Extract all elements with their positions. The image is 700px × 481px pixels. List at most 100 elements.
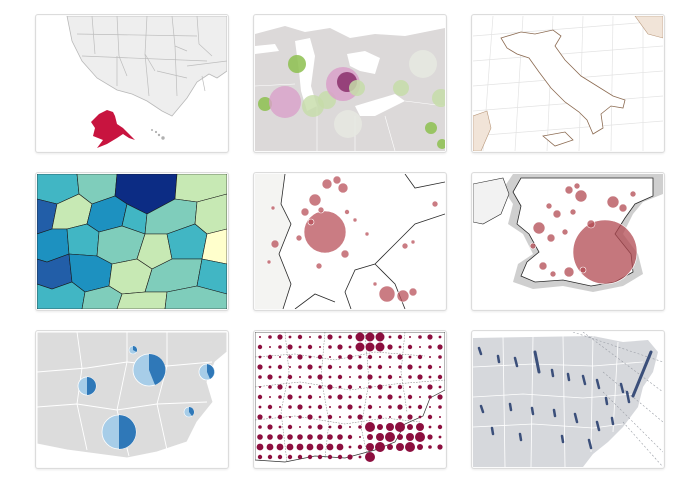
dot-symbol — [416, 423, 424, 431]
dot-symbol — [257, 344, 263, 350]
dot-symbol — [317, 424, 323, 430]
dot-symbol — [287, 394, 293, 400]
dot-symbol — [277, 454, 283, 460]
dot-symbol — [409, 386, 411, 388]
state-borders — [473, 335, 644, 467]
dot-symbol — [438, 385, 442, 389]
dot-symbol — [268, 385, 272, 389]
landmass — [37, 332, 227, 459]
dot-symbol — [418, 365, 422, 369]
corsica-coast — [473, 110, 492, 151]
dot-symbol — [347, 384, 353, 390]
dot-symbol — [326, 443, 334, 451]
dot-symbol — [348, 365, 352, 369]
dot-symbol — [257, 454, 263, 460]
map-thumbnail-italy-graticule[interactable] — [471, 14, 665, 153]
dot-symbol — [339, 366, 341, 368]
dot-symbol — [318, 335, 322, 339]
map-thumbnail-us-alaska[interactable] — [35, 14, 229, 153]
map-thumbnail-border-symbols[interactable] — [253, 172, 447, 311]
dot-symbol — [348, 445, 352, 449]
dot-symbol — [437, 344, 443, 350]
map-thumbnail-dot-grid[interactable] — [253, 330, 447, 469]
dot-symbol — [357, 414, 363, 420]
dot-symbol — [268, 415, 272, 419]
italy-graticule-map — [473, 16, 663, 151]
dot-symbol — [296, 443, 304, 451]
dot-symbol — [267, 454, 273, 460]
dot-symbol — [328, 345, 332, 349]
map-thumbnail-pie-symbols[interactable] — [35, 330, 229, 469]
dot-symbol — [347, 334, 353, 340]
dot-symbol — [288, 335, 292, 339]
dot-symbol — [367, 434, 373, 440]
dot-symbol — [278, 425, 282, 429]
dot-symbol — [269, 396, 271, 398]
dot-symbol — [258, 355, 262, 359]
dot-symbol — [327, 414, 333, 420]
dot-symbol — [368, 365, 372, 369]
pie-symbol-map — [37, 332, 227, 467]
dot-symbol — [267, 354, 273, 360]
dot-symbol — [398, 365, 402, 369]
dot-symbol — [278, 375, 282, 379]
alaska-shape — [91, 110, 135, 148]
dot-symbol — [337, 454, 343, 460]
dot-symbol — [278, 395, 282, 399]
dot-symbol — [338, 405, 342, 409]
dot-symbol — [415, 432, 425, 442]
dot-symbol — [268, 365, 272, 369]
italy-outline — [500, 29, 626, 135]
dot-symbols — [256, 332, 443, 462]
border-symbol-map — [255, 174, 445, 309]
dot-symbol — [308, 405, 312, 409]
dot-symbol — [297, 404, 303, 410]
dot-symbol — [277, 384, 283, 390]
balkan-coast — [634, 16, 663, 39]
dot-symbol — [389, 416, 391, 418]
dot-symbol — [428, 395, 432, 399]
dot-symbol — [287, 424, 293, 430]
dot-symbol — [437, 424, 443, 430]
dot-symbol — [347, 354, 353, 360]
dot-symbol — [257, 364, 263, 370]
map-thumbnail-gb-symbols[interactable] — [471, 172, 665, 311]
dot-symbol — [419, 346, 421, 348]
dot-symbol — [277, 364, 283, 370]
dot-symbol — [357, 364, 363, 370]
map-thumbnail-great-lakes-bubbles[interactable] — [253, 14, 447, 153]
dot-symbol — [328, 375, 332, 379]
dot-symbol — [427, 434, 433, 440]
spike-map — [473, 332, 663, 467]
dot-symbol — [407, 424, 413, 430]
dot-symbol — [377, 414, 383, 420]
dot-symbol — [257, 394, 263, 400]
map-thumbnail-spike-map[interactable] — [471, 330, 665, 469]
dot-symbol — [366, 443, 374, 451]
dot-symbol — [288, 405, 292, 409]
dot-symbol — [297, 354, 303, 360]
state-borders — [76, 16, 227, 97]
dot-symbol — [377, 384, 383, 390]
map-thumbnail-choropleth[interactable] — [35, 172, 229, 311]
dot-symbol — [259, 336, 261, 338]
dot-symbol — [347, 454, 353, 460]
dot-symbol — [388, 385, 392, 389]
dot-symbol — [438, 335, 442, 339]
dot-symbol — [409, 336, 411, 338]
dot-symbol — [289, 366, 291, 368]
dot-symbol — [337, 424, 343, 430]
dot-symbol — [367, 354, 373, 360]
dot-symbol — [286, 443, 294, 451]
dot-symbol — [307, 394, 313, 400]
dot-symbol — [385, 432, 395, 442]
dot-symbol — [267, 434, 273, 440]
dot-symbol — [359, 436, 361, 438]
dot-symbol — [277, 414, 283, 420]
dot-symbol — [347, 404, 353, 410]
dot-symbol — [427, 414, 433, 420]
dot-symbol — [407, 344, 413, 350]
dot-symbol — [307, 434, 313, 440]
dot-symbol — [279, 406, 281, 408]
dot-symbol — [297, 434, 303, 440]
